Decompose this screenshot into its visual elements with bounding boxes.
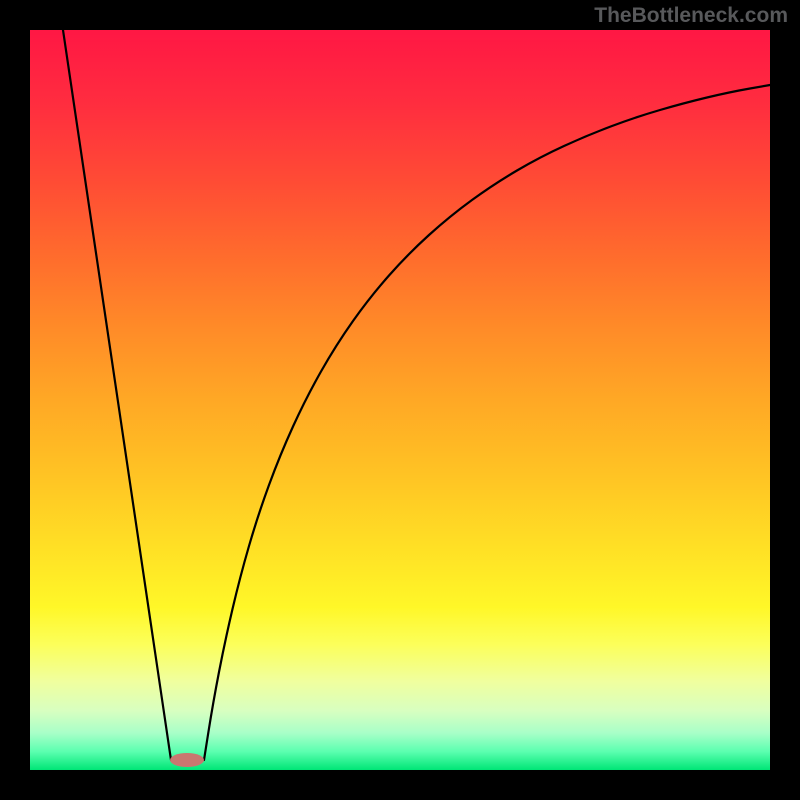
chart-container: TheBottleneck.com xyxy=(0,0,800,800)
bottleneck-chart xyxy=(0,0,800,800)
plot-area xyxy=(30,30,770,770)
watermark-text: TheBottleneck.com xyxy=(594,4,788,28)
optimal-marker xyxy=(170,753,204,767)
